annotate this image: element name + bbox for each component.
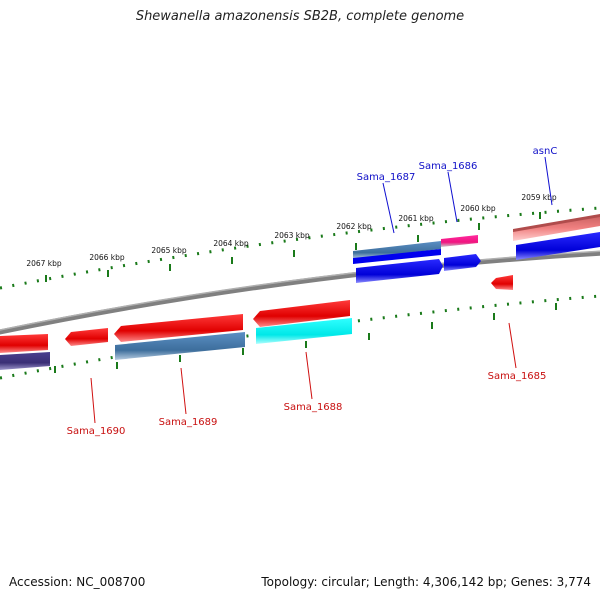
gene-feature[interactable]: [441, 235, 478, 247]
kbp-label: 2064 kbp: [213, 239, 249, 248]
kbp-labels: 2067 kbp 2066 kbp 2065 kbp 2064 kbp 2063…: [26, 193, 557, 268]
gene-feature[interactable]: [0, 334, 48, 353]
kbp-label: 2063 kbp: [274, 231, 310, 240]
gene-feature[interactable]: [65, 328, 108, 346]
gene-feature[interactable]: [353, 249, 441, 264]
kbp-label: 2065 kbp: [151, 246, 187, 255]
kbp-label: 2061 kbp: [398, 214, 434, 223]
gene-label-sama-1689: Sama_1689: [159, 417, 218, 428]
map-title: Shewanella amazonensis SB2B, complete ge…: [135, 9, 465, 24]
accession-text: Accession: NC_008700: [9, 575, 146, 589]
gene-feature[interactable]: [444, 254, 481, 271]
gene-label-sama-1687: Sama_1687: [357, 172, 416, 183]
gene-feature[interactable]: [256, 318, 352, 344]
gene-label-asnc: asnC: [533, 146, 558, 157]
gene-label-sama-1690: Sama_1690: [67, 426, 126, 437]
gene-label-sama-1686: Sama_1686: [419, 161, 478, 172]
kbp-label: 2062 kbp: [336, 222, 372, 231]
kbp-label: 2060 kbp: [460, 204, 496, 213]
gene-label-sama-1685: Sama_1685: [488, 371, 547, 382]
genome-summary: Topology: circular; Length: 4,306,142 bp…: [261, 575, 591, 589]
kbp-label: 2067 kbp: [26, 259, 62, 268]
gene-feature[interactable]: [0, 352, 50, 370]
gene-feature[interactable]: [253, 300, 350, 327]
kbp-label: 2059 kbp: [521, 193, 557, 202]
gene-feature[interactable]: [114, 314, 243, 342]
gene-label-sama-1688: Sama_1688: [284, 402, 343, 413]
gene-feature[interactable]: [516, 232, 600, 260]
gene-feature[interactable]: [513, 214, 600, 241]
lower-scale: [0, 294, 600, 380]
upper-scale: [0, 206, 600, 290]
gene-feature[interactable]: [491, 275, 513, 290]
gene-labels: Sama_1687 Sama_1686 asnC Sama_1685 Sama_…: [67, 146, 558, 437]
gene-feature[interactable]: [356, 259, 443, 283]
kbp-label: 2066 kbp: [89, 253, 125, 262]
gene-feature[interactable]: [115, 332, 245, 360]
callouts: [90, 156, 553, 424]
